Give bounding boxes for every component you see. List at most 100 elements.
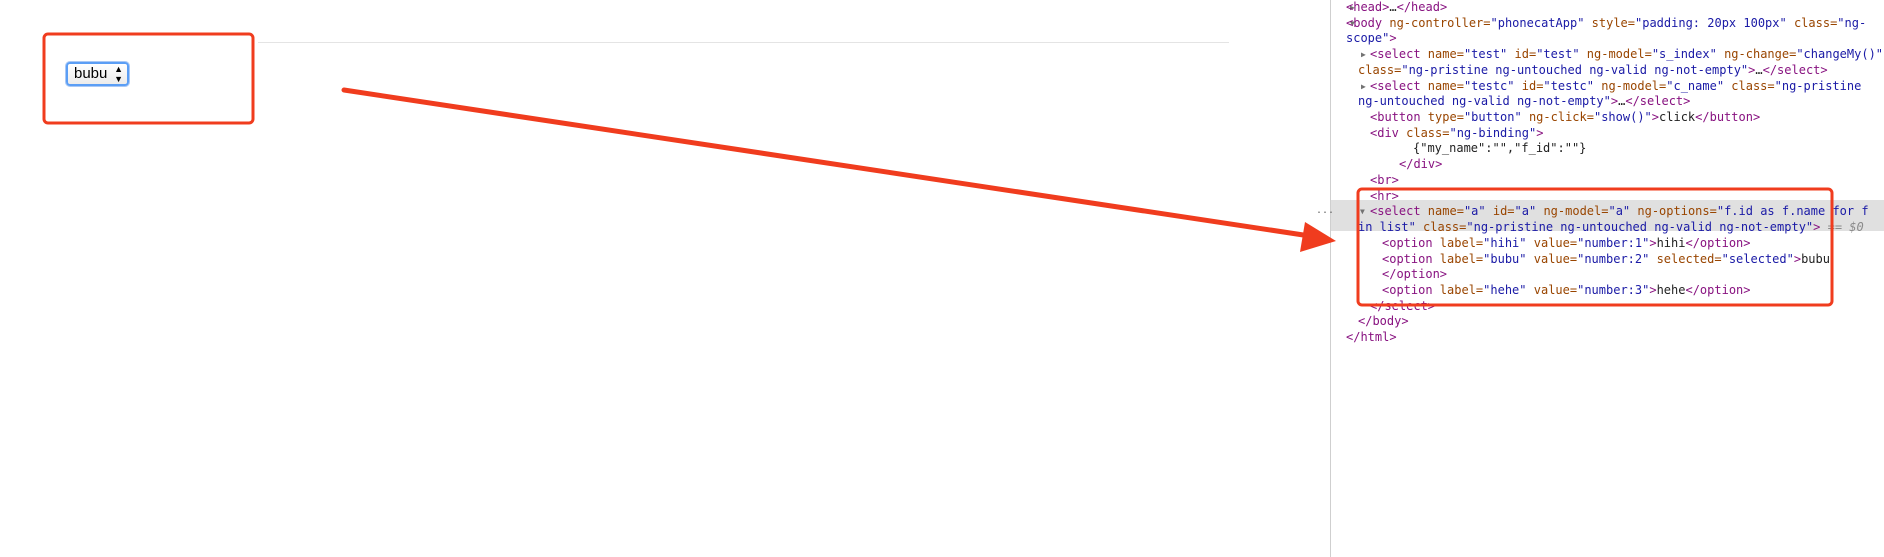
highlight-box [42, 32, 255, 125]
dom-line: <select name="a" id="a" ng-model="a" ng-… [1370, 204, 1869, 219]
code-token: <div [1370, 125, 1399, 140]
code-token: ng-click= [1521, 110, 1594, 125]
dom-line: ng-untouched ng-valid ng-not-empty">…</s… [1358, 94, 1690, 109]
code-token: > [1651, 110, 1660, 125]
expand-triangle: ▶ [1361, 81, 1366, 91]
code-token: class= [1786, 15, 1838, 30]
code-token: label= [1432, 251, 1484, 266]
code-token: <option [1382, 235, 1433, 250]
selected-row-highlight [1331, 200, 1884, 231]
code-token: "button" [1463, 110, 1522, 125]
code-token: </option> [1685, 282, 1751, 297]
dom-line: scope"> [1346, 31, 1397, 46]
code-token: "selected" [1721, 251, 1794, 266]
dom-line: </div> [1399, 157, 1442, 172]
expand-triangle: ▼ [1350, 18, 1355, 28]
dom-line: <select name="testc" id="testc" ng-model… [1370, 79, 1861, 94]
code-token: … [1755, 62, 1763, 77]
code-token: "ng-pristine ng-untouched ng-valid ng-no… [1466, 220, 1814, 235]
code-token: ng-model= [1579, 47, 1652, 62]
code-token: <select [1370, 78, 1421, 93]
code-token: <option [1382, 282, 1433, 297]
code-token: … [1618, 94, 1626, 109]
code-token: "bubu" [1483, 251, 1527, 266]
code-token: label= [1432, 235, 1484, 250]
code-token: hihi [1656, 235, 1686, 250]
code-token: > [1748, 62, 1756, 77]
code-token: <select [1370, 204, 1421, 219]
code-token: ng-model= [1594, 78, 1667, 93]
code-token: "testc" [1543, 78, 1594, 93]
code-token: ng-change= [1716, 47, 1797, 62]
dom-line: <div class="ng-binding"> [1370, 126, 1543, 141]
code-token: "ng-binding" [1449, 125, 1537, 140]
code-token: click [1659, 110, 1696, 125]
code-token: "phonecatApp" [1490, 15, 1585, 30]
gutter-ellipsis[interactable]: ... [1316, 205, 1335, 216]
dom-line: <head>…</head> [1346, 0, 1447, 15]
horizontal-rule [258, 42, 1229, 43]
code-token: </option> [1685, 235, 1751, 250]
dom-line: </option> [1382, 267, 1447, 282]
code-token: "hehe" [1483, 282, 1527, 297]
code-token: bubu [1801, 251, 1830, 266]
code-token: </div> [1399, 157, 1443, 172]
code-token: "a" [1514, 204, 1537, 219]
expand-triangle: ▼ [1360, 207, 1365, 217]
dom-line: <select name="test" id="test" ng-model="… [1370, 47, 1883, 62]
code-token: value= [1526, 235, 1578, 250]
code-token: "a" [1608, 204, 1631, 219]
code-token: "test" [1463, 47, 1508, 62]
code-token: "ng-pristine [1774, 78, 1862, 93]
code-token: hehe [1656, 282, 1686, 297]
code-token: <body [1346, 15, 1383, 30]
dom-line: </html> [1346, 330, 1397, 345]
arrow-shaft [341, 87, 1313, 239]
code-token: <select [1370, 47, 1421, 62]
code-token: name= [1420, 78, 1464, 93]
code-token: ng-untouched ng-valid ng-not-empty" [1358, 94, 1611, 109]
code-token: <head> [1346, 0, 1390, 14]
code-token: > [1813, 220, 1821, 235]
highlight-box [1356, 187, 1834, 307]
code-token: </button> [1695, 110, 1761, 125]
code-token: </html> [1346, 330, 1397, 345]
code-token: </body> [1358, 314, 1409, 329]
dom-line: <option label="hehe" value="number:3">he… [1382, 283, 1751, 298]
page-view: bubu ▲ ▼ [66, 42, 1229, 86]
code-token: … [1389, 0, 1397, 14]
code-token: value= [1526, 251, 1578, 266]
code-token: id= [1507, 47, 1537, 62]
code-token: {"my_name":"","f_id":""} [1413, 141, 1587, 156]
code-token: "number:2" [1577, 251, 1650, 266]
code-token: "a" [1463, 204, 1486, 219]
code-token: "f.id as f.name for f [1716, 204, 1869, 219]
code-token: class= [1398, 125, 1450, 140]
code-token: "padding: 20px 100px" [1635, 15, 1787, 30]
dom-line: </body> [1358, 314, 1409, 329]
code-token: label= [1432, 282, 1484, 297]
code-token: name= [1420, 204, 1464, 219]
code-token: </select> [1762, 62, 1828, 77]
code-token: > [1793, 251, 1802, 266]
code-token: <option [1382, 251, 1433, 266]
expand-triangle: ▶ [1350, 3, 1355, 12]
select-dropdown[interactable]: bubu ▲ ▼ [66, 62, 129, 86]
dom-line: class="ng-pristine ng-untouched ng-valid… [1358, 63, 1828, 78]
code-token: "hihi" [1483, 235, 1527, 250]
code-token: scope" [1346, 31, 1390, 46]
dom-line: <br> [1370, 173, 1399, 188]
expand-triangle: ▶ [1361, 50, 1366, 60]
code-token: </head> [1396, 0, 1448, 14]
code-token: class= [1415, 220, 1467, 235]
select-arrows: ▲ ▼ [114, 64, 123, 84]
code-token: "ng-pristine ng-untouched ng-valid ng-no… [1401, 62, 1749, 77]
code-token: name= [1420, 47, 1464, 62]
code-token: style= [1584, 15, 1635, 30]
dom-line: <hr> [1370, 189, 1399, 204]
code-token: value= [1526, 282, 1578, 297]
code-token: "number:1" [1577, 235, 1650, 250]
code-token: in list" [1358, 220, 1416, 235]
code-token: ng-model= [1536, 204, 1609, 219]
